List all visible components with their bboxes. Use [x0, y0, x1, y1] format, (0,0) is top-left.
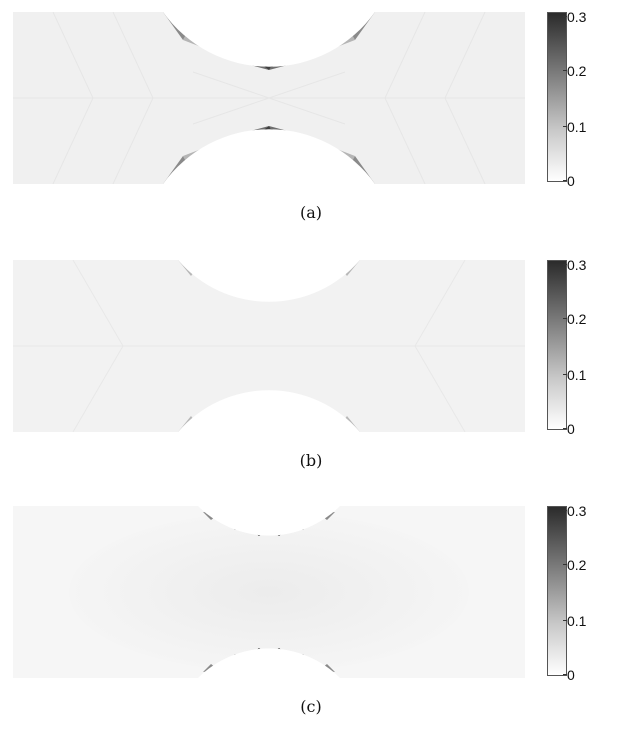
- caption-b: (b): [299, 451, 323, 470]
- mesh-plot-a: [13, 12, 525, 184]
- colorbar-c: [547, 506, 567, 676]
- mesh-plot-b: [13, 260, 525, 432]
- colorbar-a-tick-max: 0.3: [567, 9, 587, 25]
- colorbar-a-tick-2: 0.2: [567, 63, 587, 79]
- colorbar-a-tick-min: 0: [567, 173, 575, 189]
- colorbar-b-tick-max: 0.3: [567, 257, 587, 273]
- mesh-plot-c: [13, 506, 525, 678]
- colorbar-b-tick-min: 0: [567, 421, 575, 437]
- caption-c: (c): [300, 697, 322, 716]
- colorbar-c-tick-min: 0: [567, 667, 575, 683]
- panel-c: 0.3 0.2 0.1 0 (c): [0, 494, 622, 737]
- colorbar-c-tick-max: 0.3: [567, 503, 587, 519]
- colorbar-a: [547, 12, 567, 182]
- colorbar-b-tick-1: 0.1: [567, 367, 587, 383]
- colorbar-b: [547, 260, 567, 430]
- colorbar-c-tick-1: 0.1: [567, 613, 587, 629]
- colorbar-c-tick-2: 0.2: [567, 557, 587, 573]
- colorbar-b-tick-2: 0.2: [567, 311, 587, 327]
- panel-a: 0.3 0.2 0.1 0 (a): [0, 0, 622, 243]
- colorbar-a-tick-1: 0.1: [567, 119, 587, 135]
- panel-b: 0.3 0.2 0.1 0 (b): [0, 248, 622, 491]
- caption-a: (a): [299, 203, 323, 222]
